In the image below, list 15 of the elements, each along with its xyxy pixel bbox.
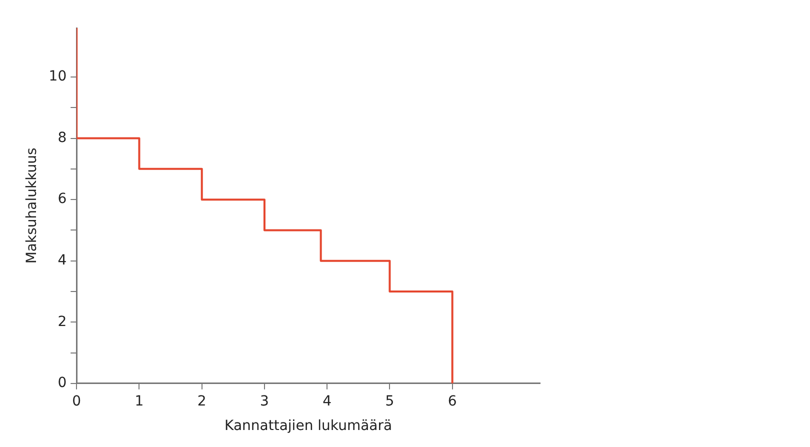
x-tick-label: 3 bbox=[260, 393, 269, 410]
x-axis-title: Kannattajien lukumäärä bbox=[224, 418, 392, 434]
y-tick-label: 2 bbox=[58, 314, 67, 330]
y-tick-label: 6 bbox=[58, 191, 67, 208]
y-tick-label: 0 bbox=[58, 375, 67, 392]
y-tick-label: 10 bbox=[48, 68, 67, 85]
x-tick-label: 6 bbox=[448, 393, 457, 410]
x-tick-label: 5 bbox=[385, 393, 394, 410]
y-tick-label: 8 bbox=[58, 130, 67, 146]
x-tick-label: 4 bbox=[322, 393, 332, 410]
x-tick-label: 1 bbox=[134, 393, 144, 410]
x-tick-label: 2 bbox=[197, 393, 206, 410]
y-tick-label: 4 bbox=[58, 252, 67, 268]
x-tick-label: 0 bbox=[72, 393, 82, 410]
y-axis-title: Maksuhalukkuus bbox=[24, 148, 40, 264]
